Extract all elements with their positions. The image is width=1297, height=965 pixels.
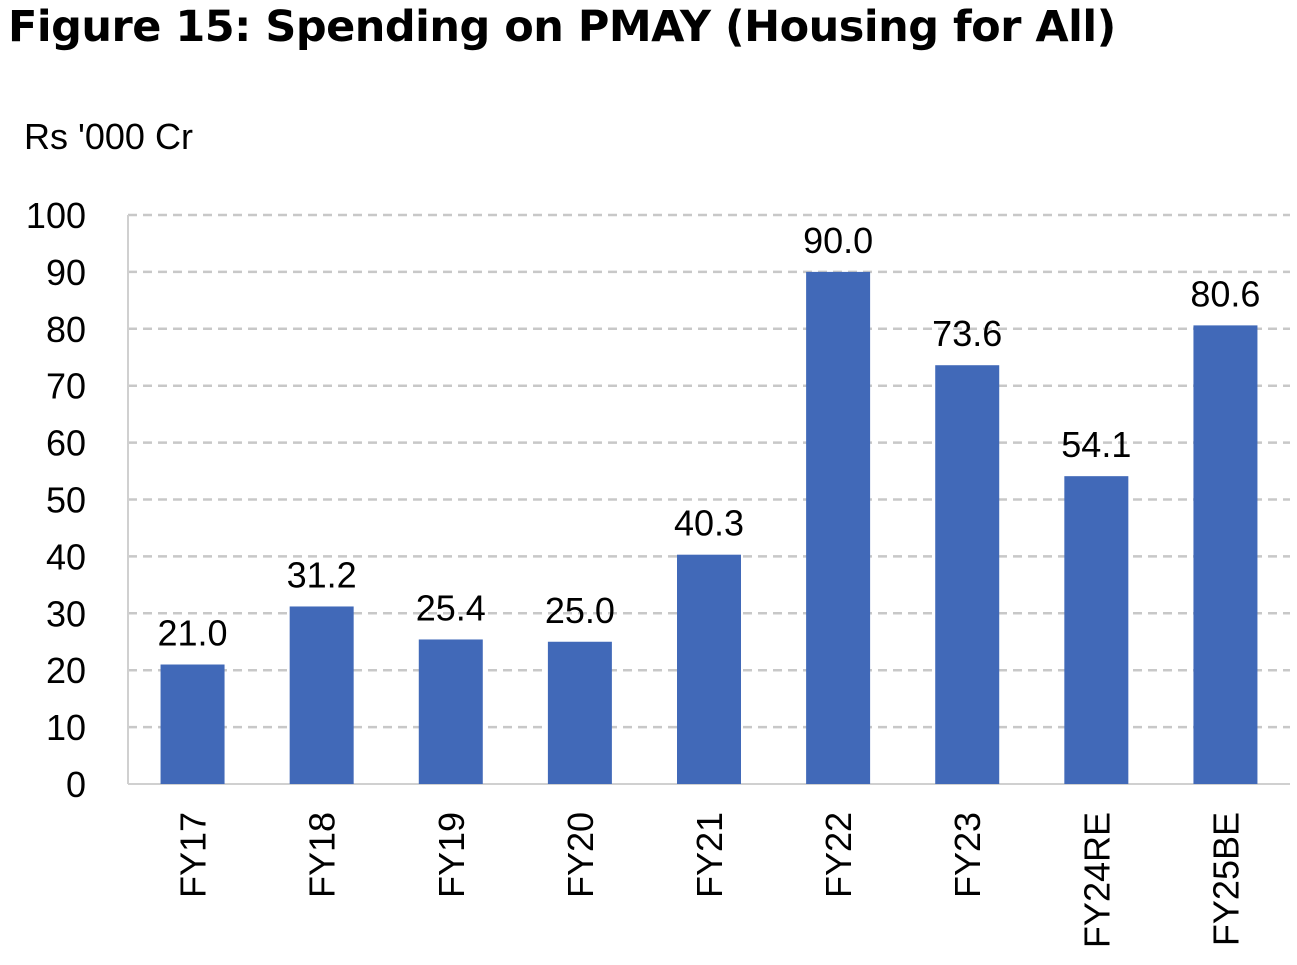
chart-title: Figure 15: Spending on PMAY (Housing for…	[8, 2, 1116, 52]
y-tick-label: 0	[66, 764, 86, 805]
y-tick-label: 40	[46, 536, 86, 577]
x-tick-label: FY20	[560, 812, 601, 898]
bar	[547, 641, 612, 784]
bar	[935, 365, 1000, 784]
bar	[418, 639, 483, 784]
y-tick-label: 10	[46, 707, 86, 748]
y-axis-unit-label: Rs '000 Cr	[24, 116, 193, 157]
x-tick-label: FY17	[173, 812, 214, 898]
data-label: 80.6	[1190, 273, 1260, 314]
bar	[677, 554, 741, 784]
data-label: 90.0	[803, 220, 873, 261]
x-tick-label: FY25BE	[1205, 812, 1246, 946]
data-label: 73.6	[932, 313, 1002, 354]
bar	[160, 664, 225, 784]
y-tick-label: 70	[46, 366, 86, 407]
data-label: 25.4	[416, 587, 486, 628]
y-tick-label: 100	[26, 195, 86, 236]
data-label: 31.2	[287, 554, 357, 595]
y-tick-label: 50	[46, 480, 86, 521]
y-tick-label: 90	[46, 252, 86, 293]
x-tick-label: FY21	[689, 812, 730, 898]
data-label: 21.0	[158, 613, 228, 654]
bar	[806, 271, 871, 784]
x-tick-label: FY22	[818, 812, 859, 898]
y-tick-label: 20	[46, 650, 86, 691]
y-tick-label: 30	[46, 593, 86, 634]
data-label: 40.3	[674, 503, 744, 544]
x-tick-label: FY24RE	[1076, 812, 1117, 948]
bar	[1193, 325, 1258, 784]
y-tick-label: 80	[46, 309, 86, 350]
bar	[1064, 476, 1129, 784]
x-tick-label: FY18	[302, 812, 343, 898]
data-label: 25.0	[545, 590, 615, 631]
y-tick-label: 60	[46, 423, 86, 464]
x-tick-label: FY19	[431, 812, 472, 898]
data-label: 54.1	[1061, 424, 1131, 465]
x-tick-label: FY23	[947, 812, 988, 898]
bar	[289, 606, 354, 784]
